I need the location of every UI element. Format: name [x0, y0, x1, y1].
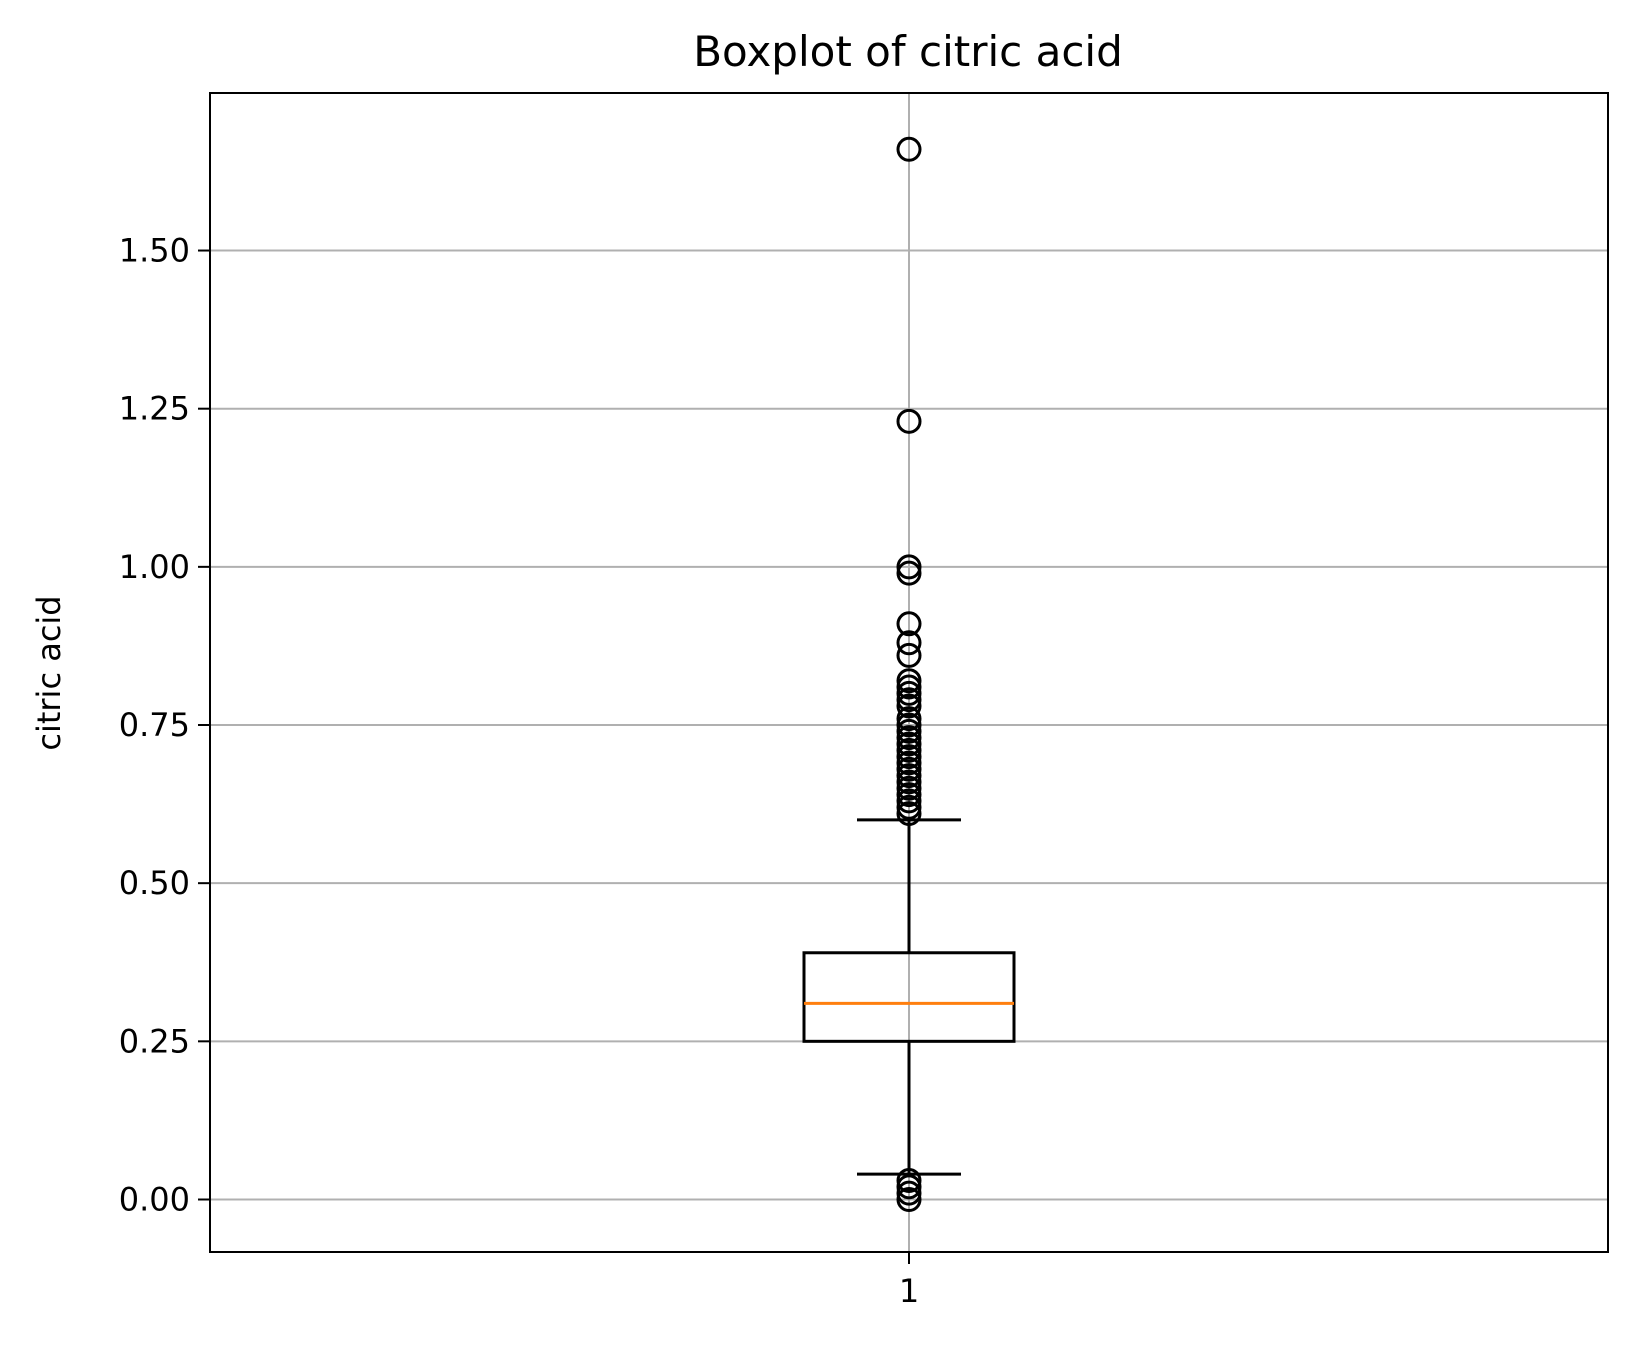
outlier-point	[896, 718, 922, 744]
outlier-point	[896, 408, 922, 434]
outlier-point	[896, 668, 922, 694]
outlier-point	[896, 560, 922, 586]
outlier-point	[896, 737, 922, 763]
outlier-point	[896, 554, 922, 580]
y-tick-label: 0.25	[119, 1022, 190, 1060]
axis-ticks: 0.00 0.25 0.50 0.75 1.00 1.25 1.50 1	[119, 232, 919, 1310]
outlier-point	[896, 750, 922, 776]
outlier-point	[896, 687, 922, 713]
outlier-point	[896, 801, 922, 827]
outlier-point	[896, 744, 922, 770]
outlier-point	[896, 642, 922, 668]
outlier-point	[896, 136, 922, 162]
outlier-point	[896, 775, 922, 801]
outlier-point	[896, 680, 922, 706]
y-tick-label: 1.25	[119, 390, 190, 428]
outlier-point	[896, 611, 922, 637]
outlier-point	[896, 1168, 922, 1194]
outlier-point	[896, 630, 922, 656]
outlier-point	[896, 1186, 922, 1212]
outlier-point	[896, 756, 922, 782]
outlier-point	[896, 725, 922, 751]
plot-frame	[209, 92, 1609, 1253]
outlier-point	[896, 782, 922, 808]
outlier-point	[896, 712, 922, 738]
plot-area	[802, 136, 1016, 1212]
outlier-point	[896, 788, 922, 814]
outlier-point	[896, 1174, 922, 1200]
iqr-box	[802, 951, 1016, 1043]
outlier-point	[896, 769, 922, 795]
outlier-point	[896, 794, 922, 820]
outlier-point	[896, 693, 922, 719]
y-tick-label: 0.00	[119, 1180, 190, 1218]
outlier-point	[896, 706, 922, 732]
outlier-point	[896, 674, 922, 700]
x-tick-label: 1	[899, 1272, 919, 1310]
outlier-point	[896, 731, 922, 757]
outlier-point	[896, 763, 922, 789]
y-tick-label: 0.75	[119, 706, 190, 744]
outlier-point	[896, 1180, 922, 1206]
y-tick-label: 1.00	[119, 548, 190, 586]
y-tick-label: 0.50	[119, 864, 190, 902]
chart-title: Boxplot of citric acid	[693, 27, 1123, 76]
y-axis-label: citric acid	[30, 595, 68, 750]
y-tick-label: 1.50	[119, 232, 190, 270]
